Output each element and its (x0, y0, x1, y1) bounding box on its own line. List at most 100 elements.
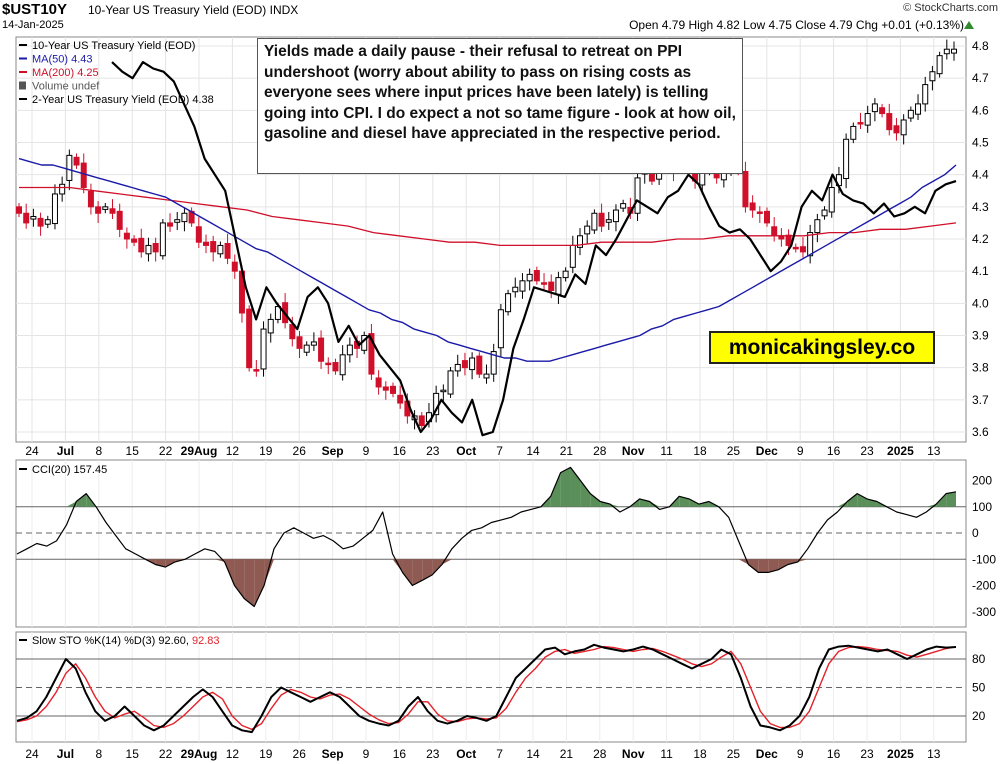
candle-up (303, 344, 310, 353)
candle-up (59, 183, 66, 195)
candle-up (864, 113, 871, 126)
x-tick-label: 18 (693, 747, 707, 761)
x-tick-label: 24 (25, 444, 39, 458)
x-tick-label: 8 (95, 444, 102, 458)
cci-legend: CCI(20) 157.45 (32, 464, 107, 476)
x-tick-label: 14 (526, 747, 540, 761)
candle-down (73, 156, 80, 166)
price-y-tick: 4.5 (972, 136, 989, 150)
x-tick-label: 12 (226, 444, 240, 458)
chart-date: 14-Jan-2025 (2, 19, 64, 31)
candle-up (440, 389, 447, 393)
x-tick-label: 11 (660, 444, 673, 458)
sto-k-line (16, 643, 957, 734)
x-tick-label: 19 (259, 747, 273, 761)
legend-entry: Volume undef (32, 81, 100, 93)
candle-down (382, 386, 389, 391)
cci-oversold-fill (264, 559, 274, 586)
candle-up (102, 206, 109, 210)
candle-up (907, 109, 914, 119)
candle-up (569, 244, 576, 268)
candle-down (886, 113, 893, 131)
candle-up (828, 187, 835, 213)
x-tick-label: 23 (426, 747, 440, 761)
x-tick-label: 16 (393, 747, 407, 761)
candle-down (80, 162, 87, 189)
candle-down (116, 210, 123, 230)
chart-header: $UST10Y 10-Year US Treasury Yield (EOD) … (0, 0, 1004, 36)
candle-up (620, 203, 627, 209)
candle-up (850, 125, 857, 140)
cci-overbought-fill (857, 493, 868, 507)
x-tick-label: 2025 (887, 444, 914, 458)
candle-up (497, 309, 504, 349)
legend-entry: 10-Year US Treasury Yield (EOD) (32, 40, 195, 52)
cci-oversold-fill (778, 559, 788, 570)
legend-entry: 2-Year US Treasury Yield (EOD) 4.38 (32, 94, 214, 106)
candle-down (138, 237, 145, 253)
cci-y-tick: -200 (972, 579, 996, 593)
x-tick-label: Sep (322, 747, 344, 761)
candle-up (505, 293, 512, 313)
candle-up (922, 84, 929, 105)
ma200-line (19, 186, 957, 247)
candle-down (598, 212, 605, 227)
candle-down (16, 206, 22, 214)
candle-up (591, 212, 598, 231)
x-tick-label: Oct (456, 747, 476, 761)
candle-down (123, 232, 130, 240)
cci-oversold-fill (738, 559, 749, 565)
cci-y-tick: -100 (972, 552, 996, 566)
candle-down (195, 226, 202, 243)
candle-up (454, 363, 461, 372)
cci-oversold-fill (787, 559, 798, 565)
x-tick-label: 23 (426, 444, 440, 458)
ticker-symbol: $UST10Y (2, 1, 68, 18)
x-tick-label: Nov (622, 444, 645, 458)
x-tick-label: 18 (693, 444, 707, 458)
price-y-tick: 3.9 (972, 329, 989, 343)
price-y-tick: 4.6 (972, 103, 989, 117)
x-tick-label: 15 (126, 444, 140, 458)
x-tick-label: 24 (25, 747, 39, 761)
cci-y-tick: 0 (972, 526, 979, 540)
cci-oversold-fill (244, 559, 255, 607)
candle-down (109, 208, 116, 214)
candle-down (893, 125, 900, 134)
legend-entry: MA(200) 4.25 (32, 67, 99, 79)
cci-y-tick: 200 (972, 474, 992, 488)
candle-down (318, 337, 325, 362)
sto-legend: Slow STO %K(14) %D(3) 92.60, 92.83 (32, 635, 220, 647)
cci-panel: -300 -200 -100 0 100 200 CCI(20) 157.45 (15, 459, 996, 628)
candle-up (634, 177, 641, 214)
legend-entry: MA(50) 4.43 (32, 54, 93, 66)
sto-d-line (16, 645, 957, 730)
candle-up (44, 219, 51, 225)
candle-up (260, 328, 267, 370)
candle-down (548, 281, 555, 291)
candle-up (30, 215, 37, 220)
x-tick-label: 13 (927, 747, 941, 761)
candle-down (390, 385, 396, 394)
candle-up (900, 119, 907, 136)
candle-up (807, 232, 814, 257)
up-triangle-icon (964, 21, 974, 29)
cci-oversold-fill (412, 559, 423, 586)
x-tick-label: Dec (756, 747, 778, 761)
candle-up (915, 103, 922, 115)
x-tick-label: 22 (159, 747, 173, 761)
x-tick-label: 2025 (887, 747, 914, 761)
candle-down (375, 377, 382, 388)
cci-overbought-fill (946, 491, 956, 507)
candle-up (310, 341, 317, 346)
x-tick-label: 16 (393, 444, 407, 458)
candle-down (152, 243, 159, 253)
cci-overbought-fill (560, 467, 571, 507)
x-tick-label: 28 (593, 444, 607, 458)
x-tick-label: 9 (363, 747, 370, 761)
price-y-tick: 4.4 (972, 168, 989, 182)
x-tick-label: 16 (827, 444, 841, 458)
x-tick-label: 23 (860, 747, 874, 761)
x-tick-label: 23 (860, 444, 874, 458)
sto-y-tick: 80 (972, 652, 986, 666)
